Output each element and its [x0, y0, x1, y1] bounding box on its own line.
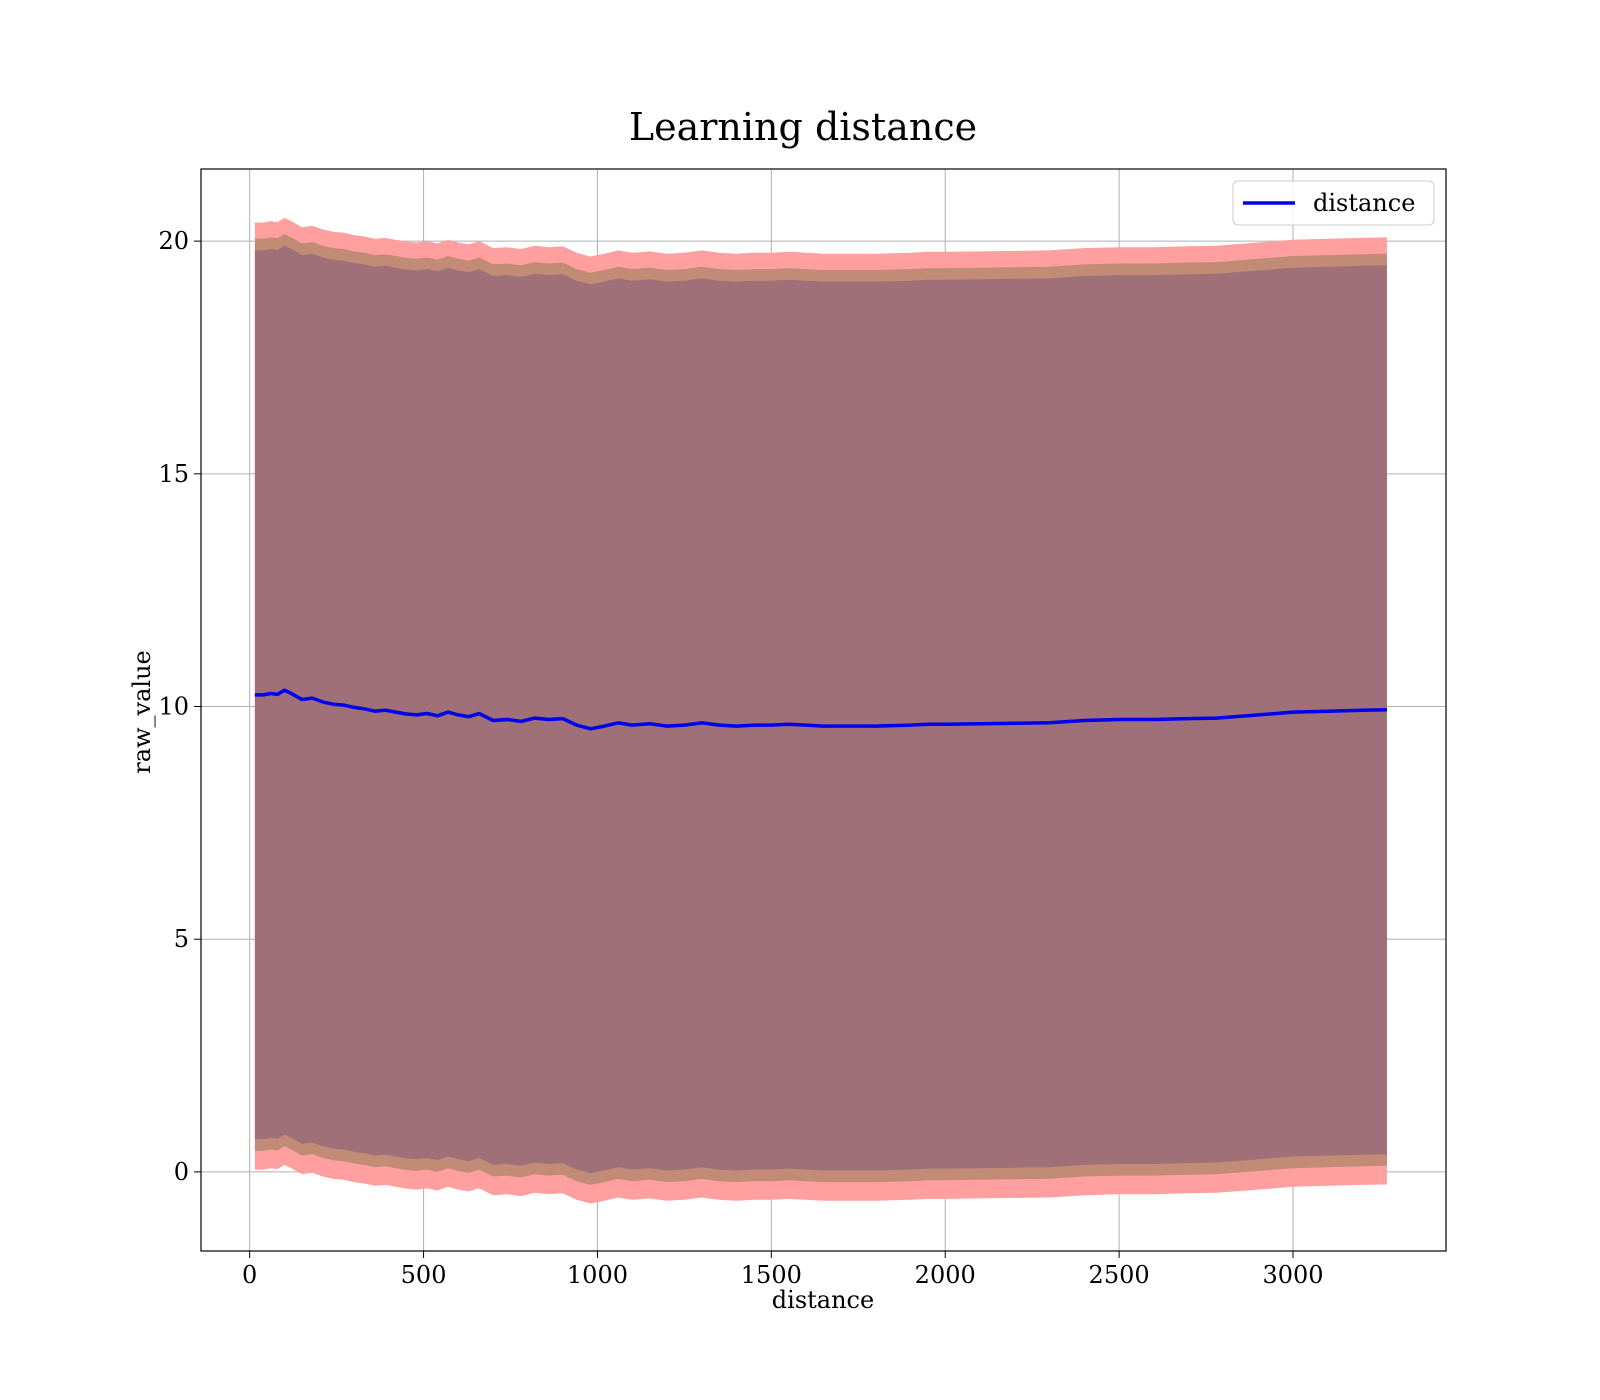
x-tick-label: 1500: [741, 1261, 802, 1289]
x-tick-label: 3000: [1262, 1261, 1323, 1289]
y-tick-label: 0: [174, 1158, 189, 1186]
x-tick-label: 2000: [915, 1261, 976, 1289]
x-tick-label: 500: [401, 1261, 447, 1289]
x-tick-label: 1000: [567, 1261, 628, 1289]
legend-box: [1232, 180, 1435, 226]
band-inner: [254, 245, 1387, 1174]
x-tick-label: 0: [242, 1261, 257, 1289]
series-line-distance: [254, 688, 1387, 731]
legend-label-distance: distance: [1313, 189, 1415, 217]
axes-frame: [200, 168, 1447, 1252]
x-tick-label: 2500: [1089, 1261, 1150, 1289]
y-tick-label: 10: [158, 693, 189, 721]
y-tick-label: 5: [174, 925, 189, 953]
chart-title: Learning distance: [629, 105, 977, 149]
plot-area: 0 500 1000 1500 2000 2500 3000 0 5 10 15 20 distance: [158, 168, 1447, 1289]
y-axis-label: raw_value: [128, 650, 156, 774]
y-tick-label: 15: [158, 460, 189, 488]
x-axis-label: distance: [772, 1286, 874, 1314]
y-tick-label: 20: [158, 227, 189, 255]
